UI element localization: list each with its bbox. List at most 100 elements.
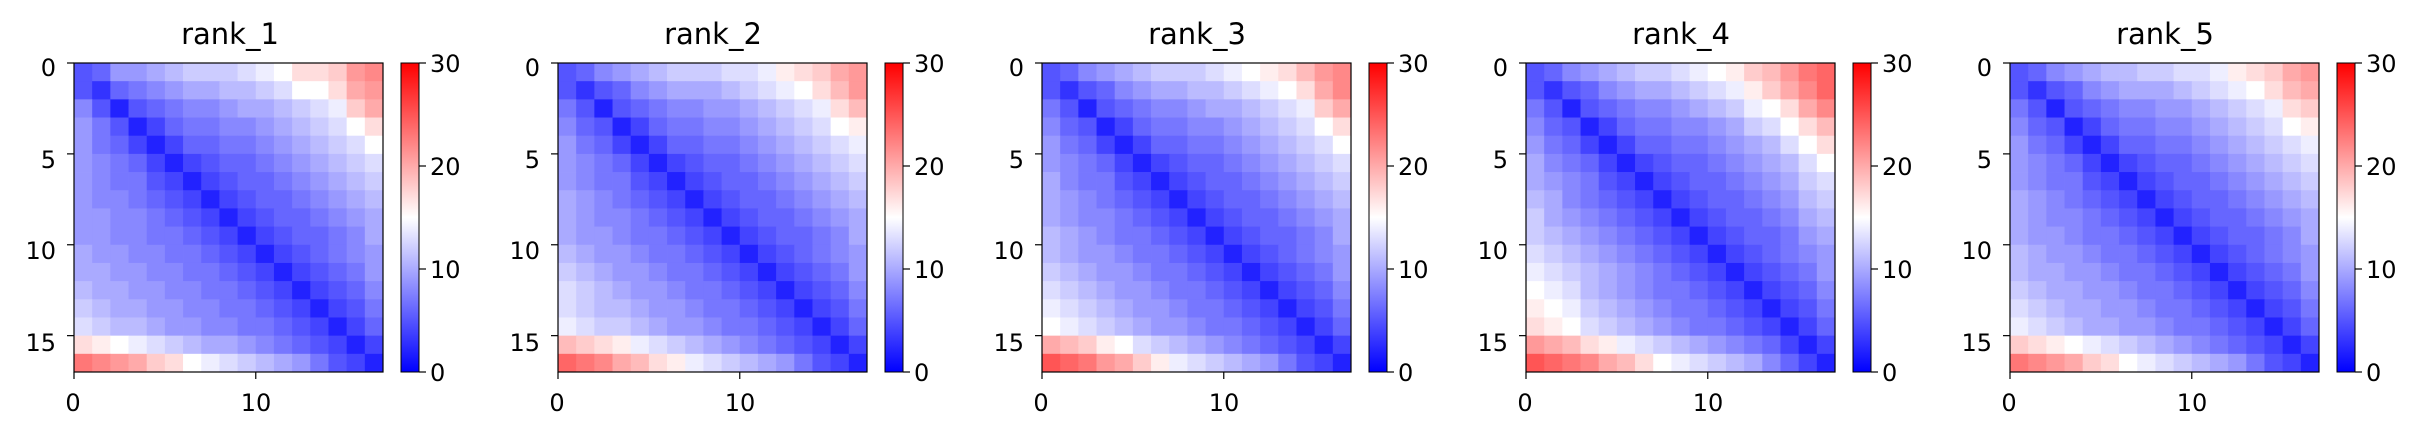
heatmap-cell <box>164 335 184 355</box>
heatmap-cell <box>630 81 650 100</box>
colorbar-ticks <box>2355 62 2362 373</box>
heatmap-cell <box>1114 99 1134 118</box>
heatmap-cell <box>1671 208 1690 227</box>
heatmap-cell <box>2082 117 2102 137</box>
heatmap-cell <box>310 299 329 318</box>
colorbar <box>1852 62 1872 373</box>
heatmap-cell <box>2010 99 2029 118</box>
heatmap-cell <box>1278 281 1297 300</box>
heatmap-cell <box>1187 353 1206 373</box>
heatmap-cell <box>2119 335 2138 355</box>
heatmap-cell <box>776 63 795 82</box>
heatmap-cell <box>1114 281 1134 300</box>
heatmap-cell <box>1598 63 1618 82</box>
heatmap-cell <box>1096 299 1116 318</box>
heatmap-cell <box>2282 226 2302 246</box>
heatmap-cell <box>1744 63 1763 82</box>
heatmap-cell <box>794 208 813 227</box>
heatmap-cell <box>2209 190 2229 209</box>
heatmap-cell <box>2228 353 2247 373</box>
heatmap-cell <box>1151 281 1170 300</box>
heatmap-cell <box>1042 63 1061 82</box>
heatmap-cell <box>110 208 129 227</box>
heatmap-cell <box>1060 63 1079 82</box>
heatmap-cell <box>1042 208 1061 227</box>
heatmap-cell <box>739 281 759 300</box>
heatmap-cell <box>2282 244 2302 264</box>
heatmap-cell <box>1653 317 1672 337</box>
heatmap-cell <box>2010 335 2029 355</box>
heatmap-cell <box>1562 317 1581 337</box>
heatmap-cell <box>1241 226 1261 246</box>
heatmap-cell <box>2119 153 2138 173</box>
heatmap-cell <box>2046 81 2065 100</box>
heatmap-cell <box>1096 353 1116 373</box>
heatmap-cell <box>2209 117 2229 137</box>
heatmap-cell <box>1114 335 1134 355</box>
heatmap-cell <box>1296 244 1316 264</box>
heatmap-cell <box>648 63 668 82</box>
heatmap-cell <box>1169 135 1188 155</box>
heatmap-cell <box>2028 299 2047 318</box>
heatmap-cell <box>1816 244 1836 264</box>
heatmap-cell <box>1526 208 1545 227</box>
heatmap-cell <box>1096 208 1116 227</box>
heatmap-cell <box>848 208 868 227</box>
heatmap-cell <box>812 226 832 246</box>
heatmap-cell <box>2300 117 2320 137</box>
heatmap-cell <box>2100 262 2120 282</box>
heatmap-cell <box>1671 317 1690 337</box>
heatmap-cell <box>558 135 577 155</box>
heatmap-cell <box>1526 281 1545 300</box>
heatmap-cell <box>2010 63 2029 82</box>
heatmap-cell <box>2064 262 2084 282</box>
heatmap-cell <box>1707 353 1727 373</box>
heatmap-cell <box>1205 335 1225 355</box>
heatmap-cell <box>2155 353 2174 373</box>
heatmap-cell <box>1598 153 1618 173</box>
heatmap-cell <box>1332 299 1352 318</box>
heatmap-cell <box>74 208 93 227</box>
heatmap-cell <box>721 208 741 227</box>
panel-title: rank_4 <box>1632 17 1730 51</box>
heatmap-cell <box>1707 335 1727 355</box>
heatmap-cell <box>558 153 577 173</box>
heatmap-cell <box>2173 262 2193 282</box>
heatmap-cell <box>2100 135 2120 155</box>
heatmap-cell <box>1780 317 1800 337</box>
heatmap-cell <box>2228 208 2247 227</box>
heatmap-cell <box>2282 99 2302 118</box>
heatmap-cell <box>1762 262 1781 282</box>
heatmap-cell <box>667 244 686 264</box>
heatmap-cell <box>1296 117 1316 137</box>
heatmap-cell <box>848 244 868 264</box>
heatmap-cell <box>794 226 813 246</box>
heatmap-cell <box>1187 135 1206 155</box>
heatmap-cell <box>1780 335 1800 355</box>
colorbar-tick-label: 20 <box>2366 153 2397 181</box>
heatmap-cell <box>1635 299 1654 318</box>
heatmap-cell <box>2209 335 2229 355</box>
heatmap-cell <box>2282 299 2302 318</box>
heatmap-cell <box>1671 99 1690 118</box>
heatmap-cell <box>1132 153 1152 173</box>
heatmap-cell <box>830 153 850 173</box>
heatmap-cell <box>346 299 366 318</box>
heatmap-cell <box>612 172 632 191</box>
heatmap-cell <box>2119 81 2138 100</box>
heatmap-cell <box>1635 135 1654 155</box>
heatmap-cell <box>183 81 202 100</box>
heatmap-cell <box>576 63 595 82</box>
colorbar-tick-label: 20 <box>430 153 461 181</box>
heatmap-cell <box>1060 226 1079 246</box>
heatmap-cell <box>2264 117 2284 137</box>
colorbar <box>1368 62 1388 373</box>
heatmap-cell <box>1241 262 1261 282</box>
heatmap-cell <box>1780 99 1800 118</box>
heatmap-cell <box>1798 281 1818 300</box>
heatmap-cell <box>110 317 129 337</box>
heatmap-cell <box>237 190 257 209</box>
heatmap-cell <box>1296 153 1316 173</box>
heatmap-cell <box>92 63 111 82</box>
heatmap-cell <box>630 317 650 337</box>
